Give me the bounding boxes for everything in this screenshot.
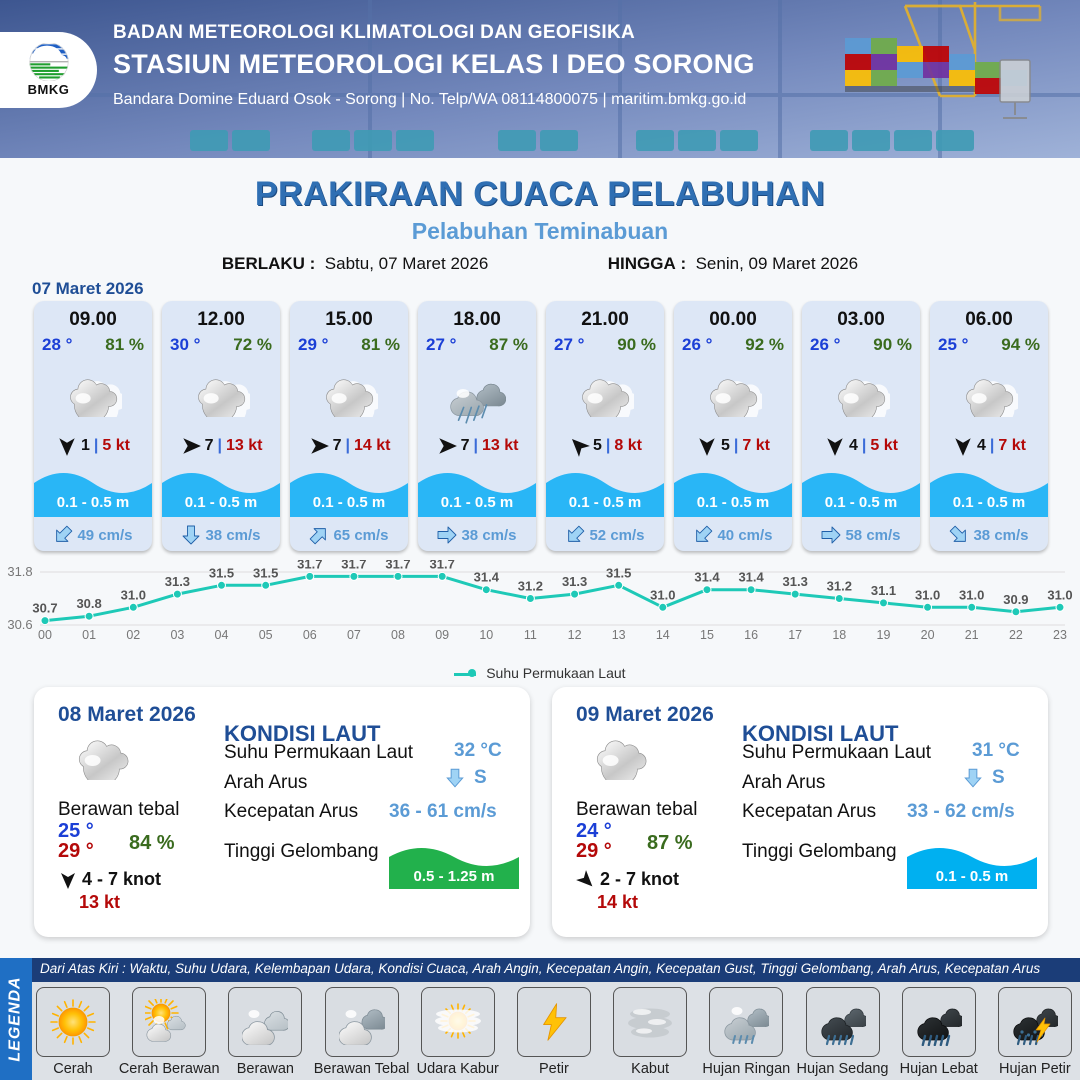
svg-text:15: 15 [700, 628, 714, 642]
svg-text:31.0: 31.0 [650, 587, 675, 602]
svg-text:31.5: 31.5 [253, 565, 278, 580]
svg-text:13: 13 [612, 628, 626, 642]
svg-text:02: 02 [126, 628, 140, 642]
svg-text:31.4: 31.4 [738, 570, 764, 585]
svg-text:31.8: 31.8 [7, 564, 32, 579]
svg-text:31.3: 31.3 [562, 574, 587, 589]
svg-text:31.2: 31.2 [827, 579, 852, 594]
svg-text:31.7: 31.7 [297, 560, 322, 571]
svg-text:31.3: 31.3 [165, 574, 190, 589]
svg-text:03: 03 [170, 628, 184, 642]
svg-text:07: 07 [347, 628, 361, 642]
svg-text:31.5: 31.5 [606, 565, 631, 580]
svg-text:31.4: 31.4 [474, 570, 500, 585]
svg-text:30.7: 30.7 [32, 601, 57, 616]
svg-text:20: 20 [921, 628, 935, 642]
svg-text:30.6: 30.6 [7, 617, 32, 632]
svg-text:31.3: 31.3 [783, 574, 808, 589]
svg-text:31.7: 31.7 [341, 560, 366, 571]
svg-text:08: 08 [391, 628, 405, 642]
svg-text:30.9: 30.9 [1003, 592, 1028, 607]
svg-text:06: 06 [303, 628, 317, 642]
svg-text:14: 14 [656, 628, 670, 642]
svg-text:31.0: 31.0 [121, 587, 146, 602]
svg-text:30.8: 30.8 [76, 596, 101, 611]
svg-text:31.7: 31.7 [385, 560, 410, 571]
svg-text:31.1: 31.1 [871, 583, 896, 598]
svg-text:31.0: 31.0 [915, 587, 940, 602]
svg-text:00: 00 [38, 628, 52, 642]
svg-text:17: 17 [788, 628, 802, 642]
svg-text:18: 18 [832, 628, 846, 642]
svg-text:16: 16 [744, 628, 758, 642]
svg-text:10: 10 [479, 628, 493, 642]
svg-text:31.5: 31.5 [209, 565, 234, 580]
svg-text:05: 05 [259, 628, 273, 642]
svg-text:04: 04 [215, 628, 229, 642]
svg-text:21: 21 [965, 628, 979, 642]
svg-text:23: 23 [1053, 628, 1067, 642]
svg-text:11: 11 [524, 628, 537, 642]
svg-text:01: 01 [82, 628, 96, 642]
svg-text:31.0: 31.0 [1047, 587, 1072, 602]
svg-text:09: 09 [435, 628, 449, 642]
svg-text:31.7: 31.7 [430, 560, 455, 571]
svg-text:31.4: 31.4 [694, 570, 720, 585]
svg-text:31.2: 31.2 [518, 579, 543, 594]
svg-text:31.0: 31.0 [959, 587, 984, 602]
svg-text:12: 12 [568, 628, 582, 642]
svg-text:19: 19 [877, 628, 891, 642]
svg-text:22: 22 [1009, 628, 1023, 642]
